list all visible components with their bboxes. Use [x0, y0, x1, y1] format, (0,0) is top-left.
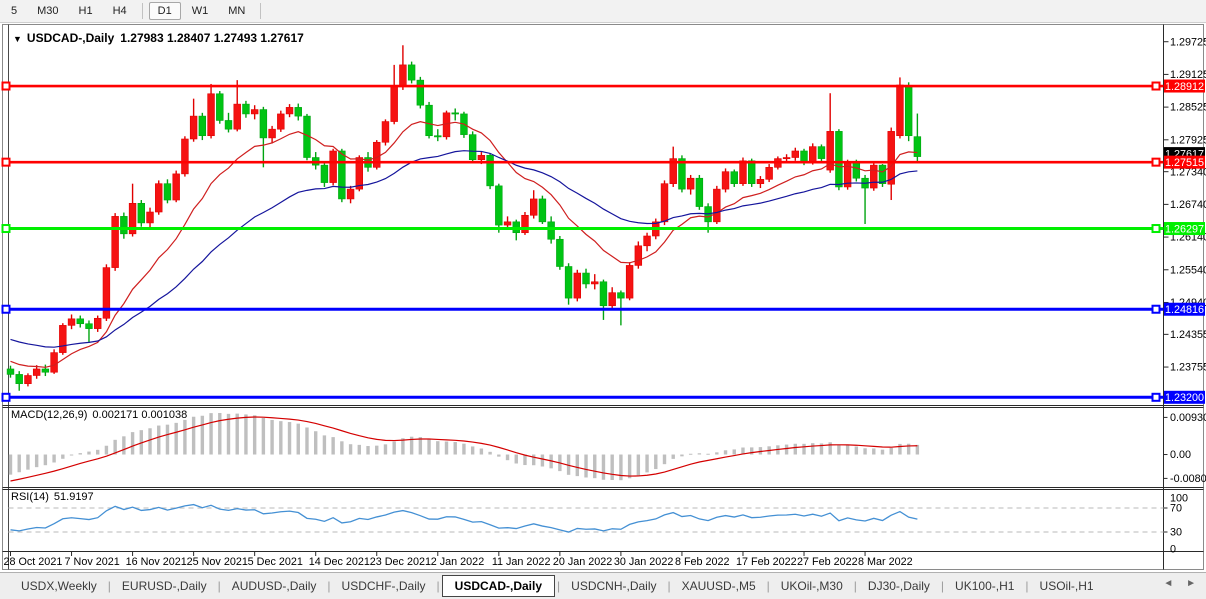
svg-text:0.009303: 0.009303	[1170, 412, 1206, 424]
svg-text:1.26297: 1.26297	[1165, 223, 1204, 235]
svg-text:0.00: 0.00	[1170, 449, 1191, 461]
tab-separator: |	[327, 579, 331, 593]
svg-text:1.26740: 1.26740	[1170, 199, 1206, 211]
tab-eurusd-daily[interactable]: EURUSD-,Daily	[121, 579, 207, 593]
rsi-name: RSI(14)	[11, 491, 49, 503]
svg-text:1.27925: 1.27925	[1170, 134, 1206, 146]
hline-price-badges: 1.28912 1.27515 1.26297 1.24816 1.23200	[1164, 79, 1205, 404]
svg-text:14 Dec 2021: 14 Dec 2021	[309, 556, 370, 568]
rsi-line	[10, 503, 918, 533]
macd-histogram	[8, 413, 920, 481]
rsi-value: 51.9197	[53, 491, 94, 503]
svg-text:1.24355: 1.24355	[1170, 329, 1206, 341]
tab-separator: |	[557, 579, 561, 593]
ma-fast-line	[10, 121, 918, 368]
tab-ukoil-m30[interactable]: UKOil-,M30	[780, 579, 843, 593]
timeframe-button-w1[interactable]: W1	[191, 5, 209, 17]
tab-usdchf-daily[interactable]: USDCHF-,Daily	[341, 579, 426, 593]
hline-1-26297[interactable]	[1, 224, 1164, 234]
macd-name: MACD(12,26,9)	[11, 409, 88, 421]
svg-text:23 Dec 2021: 23 Dec 2021	[370, 556, 431, 568]
timeframe-button-h1[interactable]: H1	[78, 5, 93, 17]
svg-text:1.27515: 1.27515	[1165, 157, 1204, 169]
tab-dj30-daily[interactable]: DJ30-,Daily	[867, 579, 930, 593]
timeframe-button-h4[interactable]: H4	[112, 5, 127, 17]
svg-text:8 Mar 2022: 8 Mar 2022	[858, 556, 913, 568]
svg-text:1.23200: 1.23200	[1165, 392, 1204, 404]
svg-text:70: 70	[1170, 503, 1182, 515]
tab-separator: |	[1025, 579, 1029, 593]
hline-1-23200[interactable]	[1, 392, 1164, 402]
svg-text:28 Oct 2021: 28 Oct 2021	[4, 556, 63, 568]
svg-text:5 Dec 2021: 5 Dec 2021	[248, 556, 303, 568]
tab-usdx-weekly[interactable]: USDX,Weekly	[21, 579, 97, 593]
tab-separator: |	[217, 579, 221, 593]
time-axis: 28 Oct 2021 7 Nov 2021 16 Nov 2021 25 Nov 2…	[4, 551, 913, 568]
timeframe-toolbar: 5 M30 H1 H4 D1 W1 MN	[0, 0, 1206, 23]
tab-audusd-daily[interactable]: AUDUSD-,Daily	[231, 579, 317, 593]
chart-symbol-label: USDCAD-,Daily	[26, 31, 115, 45]
svg-text:1.25540: 1.25540	[1170, 264, 1206, 276]
rsi-indicator-label: RSI(14) 51.9197	[11, 491, 99, 503]
chart-title: ▼ USDCAD-,Daily 1.27983 1.28407 1.27493 1.…	[13, 31, 304, 45]
tab-uk100-h1[interactable]: UK100-,H1	[955, 579, 1015, 593]
svg-text:1.23755: 1.23755	[1170, 362, 1206, 374]
svg-text:25 Nov 2021: 25 Nov 2021	[187, 556, 248, 568]
svg-text:1.29725: 1.29725	[1170, 36, 1206, 48]
hline-1-24816[interactable]	[1, 304, 1164, 314]
toolbar-divider	[260, 3, 262, 19]
svg-text:1.24816: 1.24816	[1165, 304, 1204, 316]
tab-separator: |	[940, 579, 945, 593]
tab-scroll-right-icon[interactable]: ►	[1186, 578, 1196, 589]
svg-text:0: 0	[1170, 544, 1176, 556]
svg-text:27 Feb 2022: 27 Feb 2022	[797, 556, 858, 568]
svg-text:7 Nov 2021: 7 Nov 2021	[65, 556, 120, 568]
svg-text:100: 100	[1170, 493, 1188, 505]
svg-text:1.29125: 1.29125	[1170, 69, 1206, 81]
macd-values: 0.002171 0.001038	[92, 409, 188, 421]
chart-ohlc-values: 1.27983 1.28407 1.27493 1.27617	[120, 31, 304, 45]
tab-usoil-h1[interactable]: USOil-,H1	[1039, 579, 1094, 593]
ma-slow-line	[10, 150, 918, 348]
tab-xauusd-m5[interactable]: XAUUSD-,M5	[681, 579, 756, 593]
panel-frames	[2, 24, 1204, 570]
svg-text:1.27340: 1.27340	[1170, 166, 1206, 178]
tab-usdcnh-daily[interactable]: USDCNH-,Daily	[571, 579, 657, 593]
collapse-arrow-icon[interactable]: ▼	[13, 34, 22, 44]
timeframe-button-5[interactable]: 5	[11, 5, 18, 17]
rsi-panel	[8, 507, 1164, 533]
svg-text:2 Jan 2022: 2 Jan 2022	[431, 556, 484, 568]
macd-signal-line	[10, 416, 918, 482]
svg-text:30: 30	[1170, 527, 1182, 539]
svg-text:11 Jan 2022: 11 Jan 2022	[492, 556, 551, 568]
svg-text:17 Feb 2022: 17 Feb 2022	[736, 556, 797, 568]
hline-1-27515[interactable]	[1, 157, 1164, 167]
svg-text:1.28912: 1.28912	[1165, 81, 1204, 93]
tab-usdcad-daily[interactable]: USDCAD-,Daily	[441, 575, 556, 597]
svg-text:1.28525: 1.28525	[1170, 102, 1206, 114]
tab-separator: |	[766, 579, 770, 593]
svg-text:16 Nov 2021: 16 Nov 2021	[126, 556, 187, 568]
tab-scroll-nav: ◄ ►	[1153, 578, 1196, 589]
timeframe-button-m30[interactable]: M30	[37, 5, 59, 17]
chart-tabs-bar: USDX,Weekly | EURUSD-,Daily | AUDUSD-,Daily |…	[0, 572, 1206, 599]
tab-separator: |	[436, 579, 440, 593]
tab-scroll-left-icon[interactable]: ◄	[1163, 578, 1174, 589]
tab-separator: |	[107, 579, 111, 593]
timeframe-button-mn[interactable]: MN	[228, 5, 246, 17]
hline-1-28912[interactable]	[1, 81, 1164, 91]
macd-indicator-label: MACD(12,26,9) 0.002171 0.001038	[11, 409, 192, 421]
toolbar-divider	[141, 3, 143, 19]
tab-separator: |	[853, 579, 857, 593]
timeframe-button-d1[interactable]: D1	[148, 2, 181, 20]
svg-text:30 Jan 2022: 30 Jan 2022	[614, 556, 673, 568]
tab-separator: |	[667, 579, 671, 593]
svg-text:20 Jan 2022: 20 Jan 2022	[553, 556, 612, 568]
svg-text:8 Feb 2022: 8 Feb 2022	[675, 556, 730, 568]
